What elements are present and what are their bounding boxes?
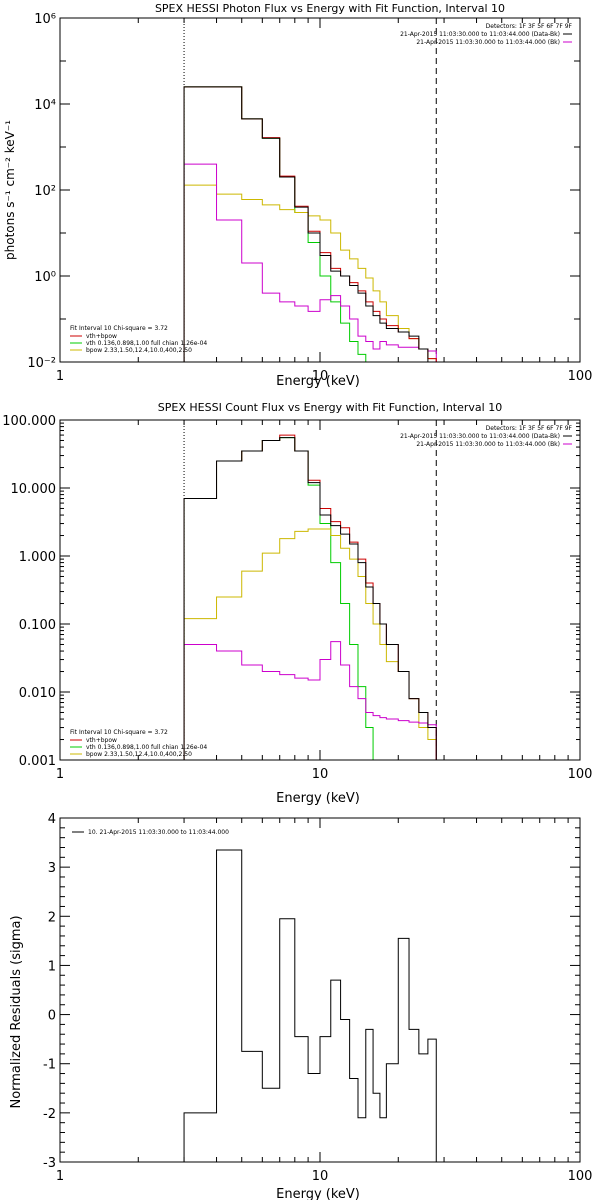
x-tick-label: 1 [56, 369, 64, 384]
residuals-xlabel: Energy (keV) [276, 1187, 360, 1200]
series-bk-line [183, 163, 437, 362]
header-line: 21-Apr-2015 11:03:30.000 to 11:03:44.000… [416, 441, 560, 448]
legend-bpow-text: bpow 2.33,1.50,12.4,10.0,400,2.50 [86, 347, 192, 354]
y-tick-label: 10⁶ [34, 12, 56, 27]
legend-vth-text: vth 0.136,0.898,1.00 full chian 1.26e-04 [86, 340, 207, 347]
y-tick-label: 0.001 [19, 754, 56, 769]
legend-residuals-text: 10. 21-Apr-2015 11:03:30.000 to 11:03:44… [88, 829, 229, 836]
plot-frame [59, 817, 581, 1163]
x-tick-label: 100 [568, 369, 593, 384]
x-tick-label: 100 [568, 767, 593, 782]
y-tick-label: 0 [48, 1009, 56, 1024]
y-tick-label: -2 [43, 1107, 56, 1122]
legend-total-text: vth+bpow [86, 333, 117, 340]
series-vth-bpow-line [183, 434, 437, 760]
count-flux-xlabel: Energy (keV) [276, 791, 360, 806]
legend-bpow-text: bpow 2.33,1.50,12.4,10.0,400,2.50 [86, 751, 192, 758]
y-tick-label: 0.010 [19, 686, 56, 701]
y-tick-label: 10⁰ [34, 270, 56, 285]
series-data-bk-line [183, 437, 437, 760]
series-10-21-apr-2015-11-03-30-000-to-11-03-44-000-line [183, 849, 437, 1162]
header-line: Detectors: 1F 3F 5F 6F 7F 9F [486, 425, 573, 432]
x-tick-label: 100 [568, 1169, 593, 1184]
y-tick-label: 10² [34, 184, 56, 199]
x-tick-label: 10 [312, 1169, 329, 1184]
header-line: 21-Apr-2015 11:03:30.000 to 11:03:44.000… [400, 433, 560, 440]
series-group [183, 18, 437, 362]
y-tick-label: 3 [48, 861, 56, 876]
series-group [183, 420, 437, 760]
legend-fit-text: Fit Interval 10 Chi-square = 3.72 [70, 325, 168, 332]
y-tick-label: 4 [48, 812, 56, 827]
count-flux-title: SPEX HESSI Count Flux vs Energy with Fit… [158, 401, 502, 414]
header-line: 21-Apr-2015 11:03:30.000 to 11:03:44.000… [416, 39, 560, 46]
series-bk-line [183, 641, 437, 760]
series-vth-line [183, 437, 437, 760]
count-flux-panel: SPEX HESSI Count Flux vs Energy with Fit… [2, 401, 592, 806]
plot-frame [59, 419, 581, 761]
y-tick-label: -3 [43, 1156, 56, 1171]
y-tick-label: -1 [43, 1058, 56, 1073]
series-group [183, 849, 437, 1162]
series-bpow-line [183, 184, 437, 362]
y-tick-label: 2 [48, 910, 56, 925]
y-tick-label: 10⁻² [27, 356, 56, 371]
legend-fit-text: Fit Interval 10 Chi-square = 3.72 [70, 729, 168, 736]
x-tick-label: 1 [56, 1169, 64, 1184]
legend-total-text: vth+bpow [86, 737, 117, 744]
residuals-ylabel: Normalized Residuals (sigma) [9, 915, 24, 1108]
header-line: 21-Apr-2015 11:03:30.000 to 11:03:44.000… [400, 31, 560, 38]
plot-frame [59, 17, 581, 363]
y-tick-label: 0.100 [19, 618, 56, 633]
photon-flux-xlabel: Energy (keV) [276, 374, 360, 389]
x-tick-label: 10 [312, 767, 329, 782]
legend-vth-text: vth 0.136,0.898,1.00 full chian 1.26e-04 [86, 744, 207, 751]
y-tick-label: 10.000 [11, 482, 57, 497]
y-tick-label: 1.000 [19, 550, 56, 565]
photon-flux-panel: SPEX HESSI Photon Flux vs Energy with Fi… [3, 2, 592, 389]
residuals-panel: Energy (keV) Normalized Residuals (sigma… [9, 812, 592, 1200]
y-tick-label: 10⁴ [34, 98, 56, 113]
series-data-bk-line [183, 86, 437, 362]
y-tick-label: 1 [48, 959, 56, 974]
x-tick-label: 1 [56, 767, 64, 782]
y-tick-label: 100.000 [2, 414, 56, 429]
header-line: Detectors: 1F 3F 5F 6F 7F 9F [486, 23, 573, 30]
photon-flux-ylabel: photons s⁻¹ cm⁻² keV⁻¹ [3, 120, 17, 260]
x-tick-label: 10 [312, 369, 329, 384]
photon-flux-title: SPEX HESSI Photon Flux vs Energy with Fi… [155, 2, 505, 15]
